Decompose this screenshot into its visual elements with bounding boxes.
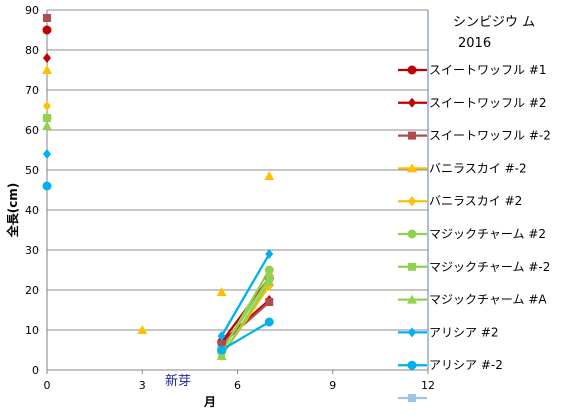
data-point-1 <box>43 53 51 63</box>
y-tick-label: 40 <box>25 204 39 217</box>
legend-swatch-marker <box>408 327 416 338</box>
data-point-3 <box>216 287 227 296</box>
series-markers <box>42 14 275 361</box>
data-point-9 <box>264 317 274 327</box>
legend-swatch-marker <box>407 163 417 173</box>
plot-area <box>47 10 428 370</box>
annotation-new-shoot: 新芽 <box>165 373 191 389</box>
chart-subtitle: 2016 <box>458 36 491 51</box>
x-tick-label: 9 <box>329 379 336 392</box>
tick-labels: 0 10 20 30 40 50 60 70 80 90 0 3 6 9 12 <box>25 4 435 392</box>
legend-swatch-marker <box>407 229 417 239</box>
data-point-3 <box>42 65 52 74</box>
x-axis-title: 月 <box>203 395 216 409</box>
y-tick-label: 20 <box>25 284 39 297</box>
legend-label: マジックチャーム #-2 <box>429 260 550 274</box>
data-point-4 <box>43 101 51 111</box>
legend-label: マジックチャーム #2 <box>429 227 546 241</box>
x-tick-label: 0 <box>44 379 51 392</box>
y-axis-title: 全長(cm) <box>5 183 20 239</box>
chart-title: シンビジウ ム <box>453 15 535 30</box>
legend-label: バニラスカイ #2 <box>429 194 522 208</box>
legend-swatch-marker <box>408 97 416 108</box>
legend-swatch-marker <box>407 360 417 370</box>
series-line-6 <box>220 277 271 351</box>
data-point-2 <box>217 340 226 348</box>
data-point-0 <box>42 25 52 35</box>
data-point-8 <box>43 149 51 159</box>
series-line-7 <box>220 281 271 357</box>
y-tick-label: 10 <box>25 324 39 337</box>
data-point-9 <box>217 345 227 355</box>
x-tick-label: 6 <box>234 379 241 392</box>
gridlines <box>47 9 428 331</box>
legend-label: アリシア #-2 <box>429 358 503 372</box>
legend-swatch-marker <box>407 65 417 75</box>
data-point-7 <box>42 121 52 130</box>
data-point-3 <box>137 325 148 334</box>
series-line-9 <box>221 321 270 351</box>
y-tick-label: 30 <box>25 244 39 257</box>
legend-swatch-marker <box>408 262 416 271</box>
y-tick-label: 80 <box>25 44 39 57</box>
y-tick-label: 60 <box>25 124 39 137</box>
data-point-2 <box>265 298 274 306</box>
x-tick-label: 3 <box>139 379 146 392</box>
legend-label: スイートワッフル #1 <box>429 63 547 77</box>
x-tick-label: 12 <box>421 379 435 392</box>
legend-label: マジックチャーム #A <box>429 293 547 307</box>
legend-label: スイートワッフル #-2 <box>429 129 551 143</box>
data-point-7 <box>216 351 227 360</box>
data-point-3 <box>264 171 275 180</box>
data-point-5 <box>264 265 274 275</box>
legend-swatch-marker <box>408 394 416 402</box>
series-lines <box>220 253 271 357</box>
y-tick-label: 70 <box>25 84 39 97</box>
data-point-7 <box>264 277 275 286</box>
y-tick-label: 50 <box>25 164 39 177</box>
data-point-6 <box>43 114 51 122</box>
legend-swatch-marker <box>408 196 416 207</box>
data-point-8 <box>217 331 226 341</box>
y-tick-label: 0 <box>32 364 39 377</box>
data-point-8 <box>265 249 274 259</box>
legend-label: バニラスカイ #-2 <box>429 161 527 175</box>
legend-label: スイートワッフル #2 <box>429 96 547 110</box>
legend-swatch-marker <box>407 294 417 304</box>
legend-swatch-marker <box>408 131 416 140</box>
data-point-9 <box>42 181 52 191</box>
legend-label: アリシア #2 <box>429 325 499 339</box>
y-tick-label: 90 <box>25 4 39 17</box>
legend: スイートワッフル #1 スイートワッフル #2 スイートワッフル #-2 バニラスカイ… <box>398 63 551 402</box>
data-point-2 <box>43 14 51 22</box>
series-line-8 <box>220 253 271 337</box>
